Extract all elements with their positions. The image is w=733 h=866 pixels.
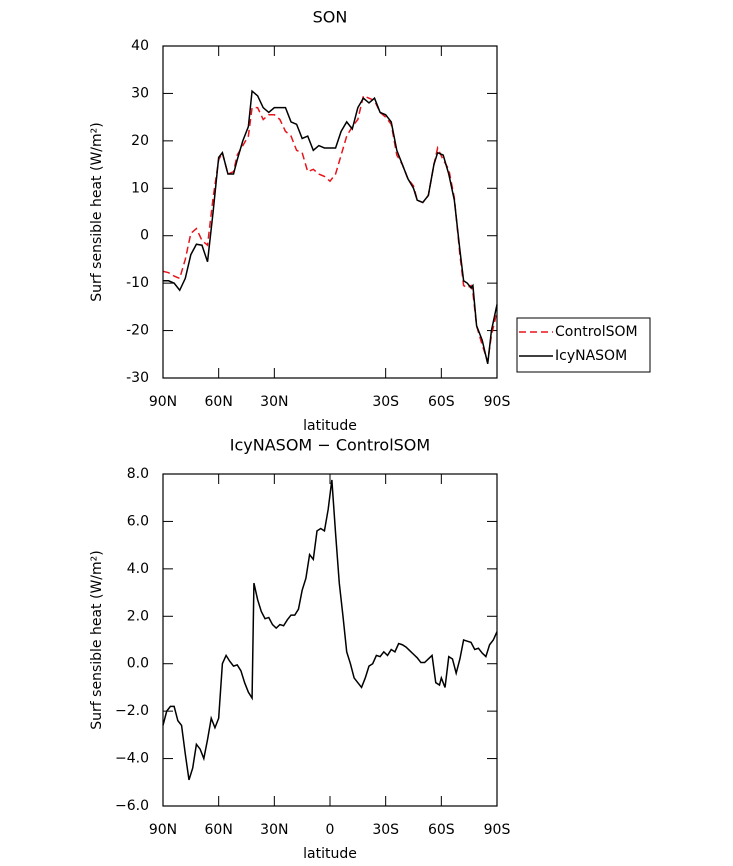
y-tick-label: −6.0: [115, 798, 149, 814]
data-line: [163, 89, 498, 364]
legend-label: IcyNASOM: [555, 348, 627, 364]
x-tick-label: 90N: [149, 822, 177, 838]
x-tick-label: 90N: [149, 394, 177, 410]
y-tick-label: 2.0: [127, 608, 149, 624]
x-tick-label: 30N: [260, 822, 288, 838]
y-tick-label: 20: [131, 133, 149, 149]
x-tick-label: 30N: [260, 394, 288, 410]
data-line: [162, 94, 498, 362]
y-tick-label: 0.0: [127, 656, 149, 672]
x-tick-label: 60N: [205, 394, 233, 410]
x-axis-label: latitude: [303, 846, 357, 862]
y-tick-label: 30: [131, 85, 149, 101]
x-tick-label: 30S: [372, 394, 399, 410]
x-tick-label: 60S: [428, 822, 455, 838]
y-tick-label: -30: [126, 370, 149, 386]
plot-frame: [162, 45, 498, 379]
legend-label: ControlSOM: [555, 324, 638, 340]
legend-box: [516, 317, 651, 373]
y-tick-label: 8.0: [127, 466, 149, 482]
chart-title: IcyNASOM − ControlSOM: [230, 436, 430, 455]
chart-title: SON: [313, 8, 348, 27]
y-axis-label: Surf sensible heat (W/m²): [89, 550, 105, 729]
x-tick-label: 60N: [205, 822, 233, 838]
y-tick-label: 10: [131, 180, 149, 196]
y-tick-label: 40: [131, 38, 149, 54]
data-line: [162, 479, 498, 781]
x-tick-label: 30S: [372, 822, 399, 838]
x-tick-label: 60S: [428, 394, 455, 410]
x-tick-label: 90S: [484, 394, 511, 410]
y-tick-label: 4.0: [127, 561, 149, 577]
x-tick-label: 0: [326, 822, 335, 838]
plot-frame: [162, 473, 498, 807]
x-axis-label: latitude: [303, 418, 357, 434]
y-tick-label: -20: [126, 323, 149, 339]
x-tick-label: 90S: [484, 822, 511, 838]
y-tick-label: −2.0: [115, 703, 149, 719]
y-tick-label: 0: [140, 228, 149, 244]
y-tick-label: −4.0: [115, 751, 149, 767]
y-tick-label: 6.0: [127, 513, 149, 529]
y-axis-label: Surf sensible heat (W/m²): [89, 122, 105, 301]
y-tick-label: -10: [126, 275, 149, 291]
